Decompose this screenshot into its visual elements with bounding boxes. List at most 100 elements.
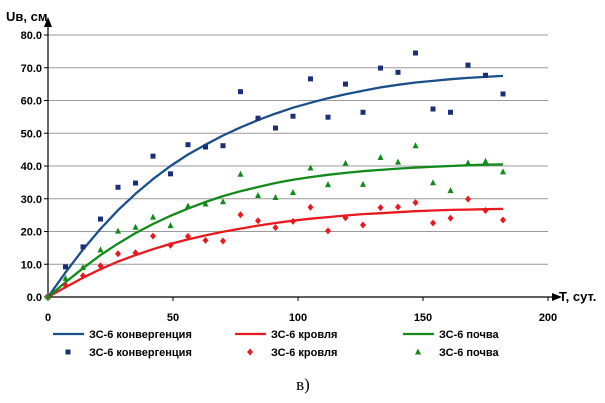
data-point-5 [360, 180, 366, 187]
x-tick-label: 0 [45, 312, 51, 324]
data-point-5 [97, 246, 104, 253]
series-group [45, 50, 506, 301]
data-point-5 [202, 200, 209, 207]
series-line-1 [47, 207, 504, 299]
data-point-5 [325, 181, 331, 188]
data-point-5 [185, 202, 191, 209]
data-point-3 [378, 65, 383, 71]
y-tick-label: 50.0 [21, 128, 42, 140]
data-point-3 [290, 113, 296, 119]
x-tick-labels: 0 50 100 150 200 [45, 312, 557, 324]
data-point-4 [202, 236, 209, 244]
data-point-4 [430, 219, 436, 227]
data-point-5 [447, 187, 454, 194]
data-point-3 [430, 106, 436, 112]
y-tick-label: 30.0 [21, 194, 42, 206]
legend-label-5: ЗС-6 почва [439, 347, 499, 359]
legend-swatch-3 [65, 349, 71, 355]
data-point-3 [273, 125, 278, 131]
data-point-4 [307, 203, 314, 211]
y-tick-label: 40.0 [21, 161, 42, 173]
series-line-0 [47, 74, 504, 298]
data-point-5 [500, 168, 506, 175]
data-point-4 [395, 203, 401, 211]
data-point-5 [307, 164, 314, 171]
data-point-5 [272, 193, 279, 200]
legend-label-4: ЗС-6 кровля [271, 347, 337, 359]
data-point-3 [308, 76, 313, 82]
data-point-4 [377, 204, 384, 212]
data-point-3 [395, 69, 401, 75]
data-point-3 [255, 115, 261, 121]
data-point-4 [447, 214, 454, 222]
data-point-4 [62, 281, 69, 289]
data-point-3 [360, 109, 366, 115]
x-tick-label: 100 [289, 312, 307, 324]
data-point-4 [80, 272, 86, 280]
y-tick-label: 10.0 [21, 259, 42, 271]
data-point-4 [272, 224, 279, 232]
legend-label-3: ЗС-6 конвергенция [89, 347, 192, 359]
data-point-4 [412, 199, 419, 207]
data-point-3 [465, 62, 471, 68]
data-point-3 [483, 72, 488, 78]
data-point-5 [290, 189, 296, 196]
gridlines [48, 34, 548, 265]
legend-label-1: ЗС-6 кровля [271, 329, 337, 341]
x-tick-label: 200 [539, 312, 557, 324]
data-point-3 [220, 143, 226, 149]
data-point-4 [237, 211, 244, 219]
data-point-4 [482, 207, 489, 215]
data-point-5 [237, 170, 244, 177]
y-tick-label: 80.0 [21, 30, 42, 42]
data-point-4 [360, 221, 366, 229]
data-point-3 [80, 244, 86, 250]
data-point-5 [132, 223, 139, 230]
data-point-4 [97, 262, 104, 270]
data-point-5 [220, 198, 226, 205]
data-point-5 [430, 179, 436, 186]
y-tick-labels: 0.0 10.0 20.0 30.0 40.0 50.0 60.0 70.0 80.0 [21, 30, 42, 304]
y-tick-label: 60.0 [21, 96, 42, 108]
data-point-4 [342, 214, 349, 222]
legend-label-0: ЗС-6 конвергенция [89, 329, 192, 341]
data-point-4 [220, 237, 226, 245]
x-tick-label: 150 [414, 312, 432, 324]
legend: ЗС-6 конвергенция ЗС-6 кровля ЗС-6 почва ЗС… [53, 329, 499, 359]
data-point-3 [325, 114, 331, 120]
data-point-3 [203, 144, 208, 150]
data-point-5 [482, 157, 489, 164]
y-tick-label: 0.0 [27, 292, 42, 304]
data-point-5 [45, 293, 51, 300]
data-point-5 [395, 158, 401, 165]
data-point-4 [115, 250, 121, 258]
data-point-4 [167, 241, 174, 249]
legend-swatch-5 [415, 348, 421, 355]
legend-swatch-4 [247, 348, 253, 356]
data-point-5 [62, 274, 69, 281]
data-point-4 [325, 227, 331, 235]
data-point-3 [413, 50, 418, 56]
data-point-3 [500, 91, 506, 97]
legend-label-2: ЗС-6 почва [439, 329, 499, 341]
data-point-5 [377, 153, 384, 160]
data-point-5 [412, 142, 419, 149]
data-point-3 [185, 142, 191, 148]
axes [44, 17, 562, 301]
data-point-3 [98, 216, 103, 222]
data-point-4 [150, 232, 156, 240]
x-tick-label: 50 [167, 312, 179, 324]
y-axis-title: Uв, см [6, 9, 47, 24]
x-axis-title: Т, сут. [559, 289, 596, 304]
data-point-5 [465, 159, 471, 166]
data-point-3 [448, 109, 453, 115]
data-point-3 [343, 81, 348, 87]
data-point-3 [150, 153, 156, 159]
y-axis-arrow [44, 17, 52, 27]
data-point-4 [290, 217, 296, 225]
x-axis-arrow [552, 293, 562, 301]
data-point-5 [255, 191, 261, 198]
y-tick-label: 70.0 [21, 63, 42, 75]
data-point-5 [80, 264, 86, 271]
